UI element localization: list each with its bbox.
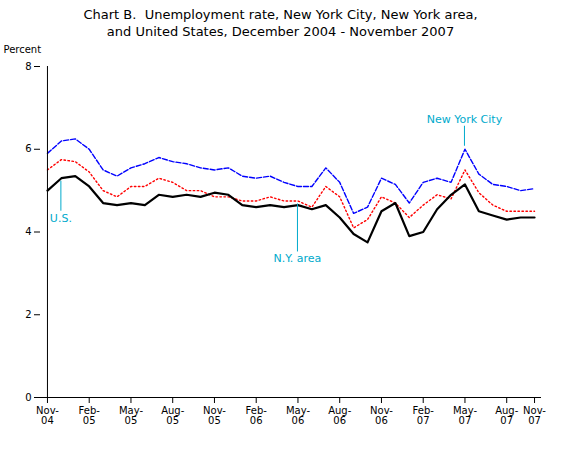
svg-text:0: 0 xyxy=(25,392,31,403)
svg-text:Nov-06: Nov-06 xyxy=(370,405,393,426)
svg-text:4: 4 xyxy=(25,226,31,237)
svg-text:2: 2 xyxy=(25,309,31,320)
svg-text:May-06: May-06 xyxy=(286,405,310,426)
svg-text:U.S.: U.S. xyxy=(50,212,72,225)
svg-text:Feb-06: Feb-06 xyxy=(246,405,268,426)
svg-text:Nov-05: Nov-05 xyxy=(203,405,226,426)
svg-text:Feb-05: Feb-05 xyxy=(79,405,101,426)
svg-text:6: 6 xyxy=(25,143,31,154)
svg-text:Aug-07: Aug-07 xyxy=(495,405,519,426)
svg-text:May-07: May-07 xyxy=(453,405,477,426)
svg-text:May-05: May-05 xyxy=(119,405,143,426)
svg-text:Percent: Percent xyxy=(4,44,42,55)
svg-text:Nov-07: Nov-07 xyxy=(523,405,546,426)
svg-text:Nov-04: Nov-04 xyxy=(36,405,59,426)
svg-text:Aug-06: Aug-06 xyxy=(328,405,352,426)
svg-text:8: 8 xyxy=(25,61,31,72)
html-text:Chart B. Unemployment rate, Ne: Chart B. Unemployment rate, New York Cit… xyxy=(83,7,478,39)
svg-text:N.Y. area: N.Y. area xyxy=(274,252,322,265)
svg-text:Feb-07: Feb-07 xyxy=(413,405,435,426)
svg-text:New York City: New York City xyxy=(427,113,503,126)
svg-text:Aug-05: Aug-05 xyxy=(161,405,185,426)
